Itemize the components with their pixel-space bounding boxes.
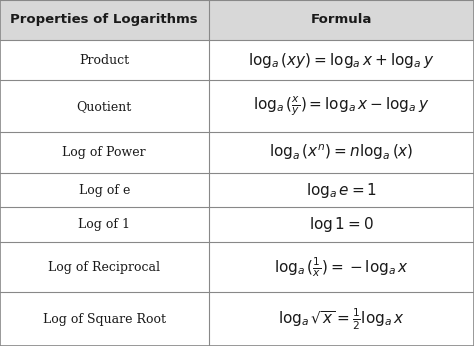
- Bar: [0, 292, 209, 346]
- Bar: [209, 0, 474, 40]
- Text: $\log_{a}(\frac{x}{y}) = \log_{a}x - \log_{a}y$: $\log_{a}(\frac{x}{y}) = \log_{a}x - \lo…: [253, 94, 429, 118]
- Text: Properties of Logarithms: Properties of Logarithms: [10, 13, 198, 26]
- Text: Log of e: Log of e: [79, 183, 130, 197]
- Bar: [209, 207, 474, 242]
- Text: $\log 1 = 0$: $\log 1 = 0$: [309, 215, 374, 234]
- Text: Log of Square Root: Log of Square Root: [43, 312, 166, 326]
- Text: $\log_{a}(x^{n}) = n\log_{a}(x)$: $\log_{a}(x^{n}) = n\log_{a}(x)$: [269, 143, 413, 162]
- Text: Quotient: Quotient: [77, 100, 132, 113]
- Bar: [209, 80, 474, 132]
- Text: Log of 1: Log of 1: [78, 218, 130, 231]
- Bar: [0, 207, 209, 242]
- Text: $\log_{a}(xy) = \log_{a}x + \log_{a}y$: $\log_{a}(xy) = \log_{a}x + \log_{a}y$: [248, 51, 434, 70]
- Bar: [209, 132, 474, 173]
- Bar: [209, 242, 474, 292]
- Bar: [0, 242, 209, 292]
- Text: Formula: Formula: [310, 13, 372, 26]
- Bar: [209, 40, 474, 80]
- Text: Log of Power: Log of Power: [63, 146, 146, 159]
- Text: Log of Reciprocal: Log of Reciprocal: [48, 261, 160, 274]
- Text: $\log_{a}(\frac{1}{x}) = -\log_{a}x$: $\log_{a}(\frac{1}{x}) = -\log_{a}x$: [274, 255, 409, 279]
- Bar: [209, 173, 474, 207]
- Bar: [209, 292, 474, 346]
- Bar: [0, 0, 209, 40]
- Text: $\log_{a}e = 1$: $\log_{a}e = 1$: [306, 181, 377, 200]
- Bar: [0, 132, 209, 173]
- Text: Product: Product: [79, 54, 129, 66]
- Bar: [0, 40, 209, 80]
- Bar: [0, 173, 209, 207]
- Bar: [0, 80, 209, 132]
- Text: $\log_{a}\sqrt{x} = \frac{1}{2}\log_{a}x$: $\log_{a}\sqrt{x} = \frac{1}{2}\log_{a}x…: [278, 306, 405, 332]
